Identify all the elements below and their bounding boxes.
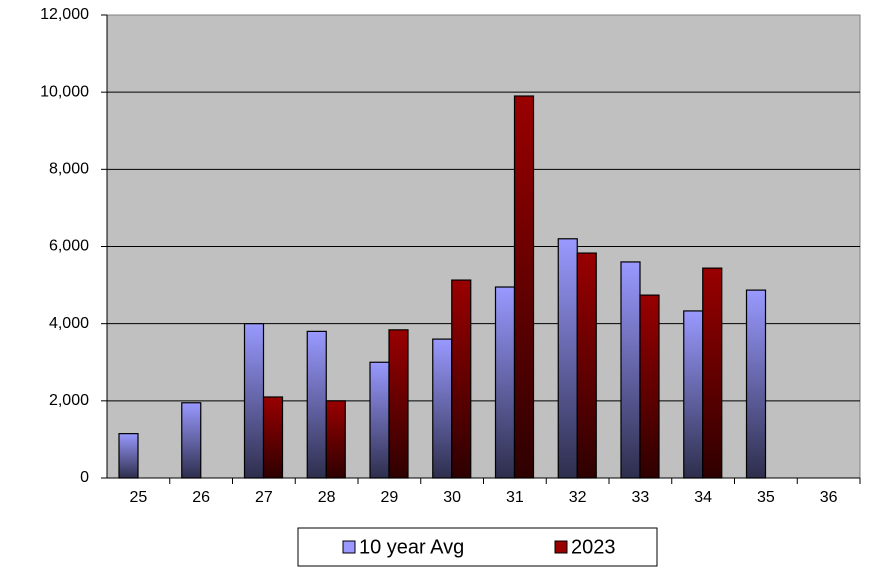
bar <box>620 261 641 479</box>
x-tick-label: 35 <box>757 489 775 506</box>
x-tick-label: 36 <box>820 489 838 506</box>
bar <box>388 329 409 479</box>
bar <box>513 95 535 479</box>
bar <box>494 286 516 479</box>
x-tick-label: 31 <box>506 489 524 506</box>
legend-label: 10 year Avg <box>359 536 464 558</box>
x-tick-label: 28 <box>318 489 336 506</box>
x-tick-label: 29 <box>380 489 398 506</box>
bar <box>745 289 767 479</box>
bar <box>243 323 265 479</box>
y-tick-label: 0 <box>80 469 89 486</box>
bar <box>702 267 723 479</box>
x-tick-label: 34 <box>694 489 712 506</box>
legend: 10 year Avg 2023 <box>297 527 658 567</box>
bar <box>369 361 390 479</box>
y-tick-label: 8,000 <box>49 161 89 178</box>
bar <box>683 310 704 479</box>
legend-box <box>297 527 658 567</box>
bar <box>325 400 346 479</box>
bar <box>451 279 472 479</box>
y-tick-label: 6,000 <box>49 238 89 255</box>
bar <box>557 238 578 479</box>
x-tick-label: 27 <box>255 489 273 506</box>
legend-label: 2023 <box>571 536 616 558</box>
x-tick-label: 26 <box>192 489 210 506</box>
x-tick-label: 32 <box>569 489 587 506</box>
y-tick-label: 10,000 <box>40 83 89 100</box>
bar <box>118 433 139 479</box>
bar <box>262 396 284 479</box>
x-tick-label: 33 <box>631 489 649 506</box>
bar <box>576 252 597 479</box>
y-tick-label: 12,000 <box>40 6 89 23</box>
legend-swatch <box>554 540 568 554</box>
y-tick-label: 4,000 <box>49 315 89 332</box>
legend-swatch <box>342 540 356 554</box>
x-tick-label: 30 <box>443 489 461 506</box>
y-tick-label: 2,000 <box>49 392 89 409</box>
x-tick-label: 25 <box>129 489 147 506</box>
bar <box>432 338 453 479</box>
bar <box>306 330 327 479</box>
bar <box>639 294 660 479</box>
bar <box>181 402 202 479</box>
